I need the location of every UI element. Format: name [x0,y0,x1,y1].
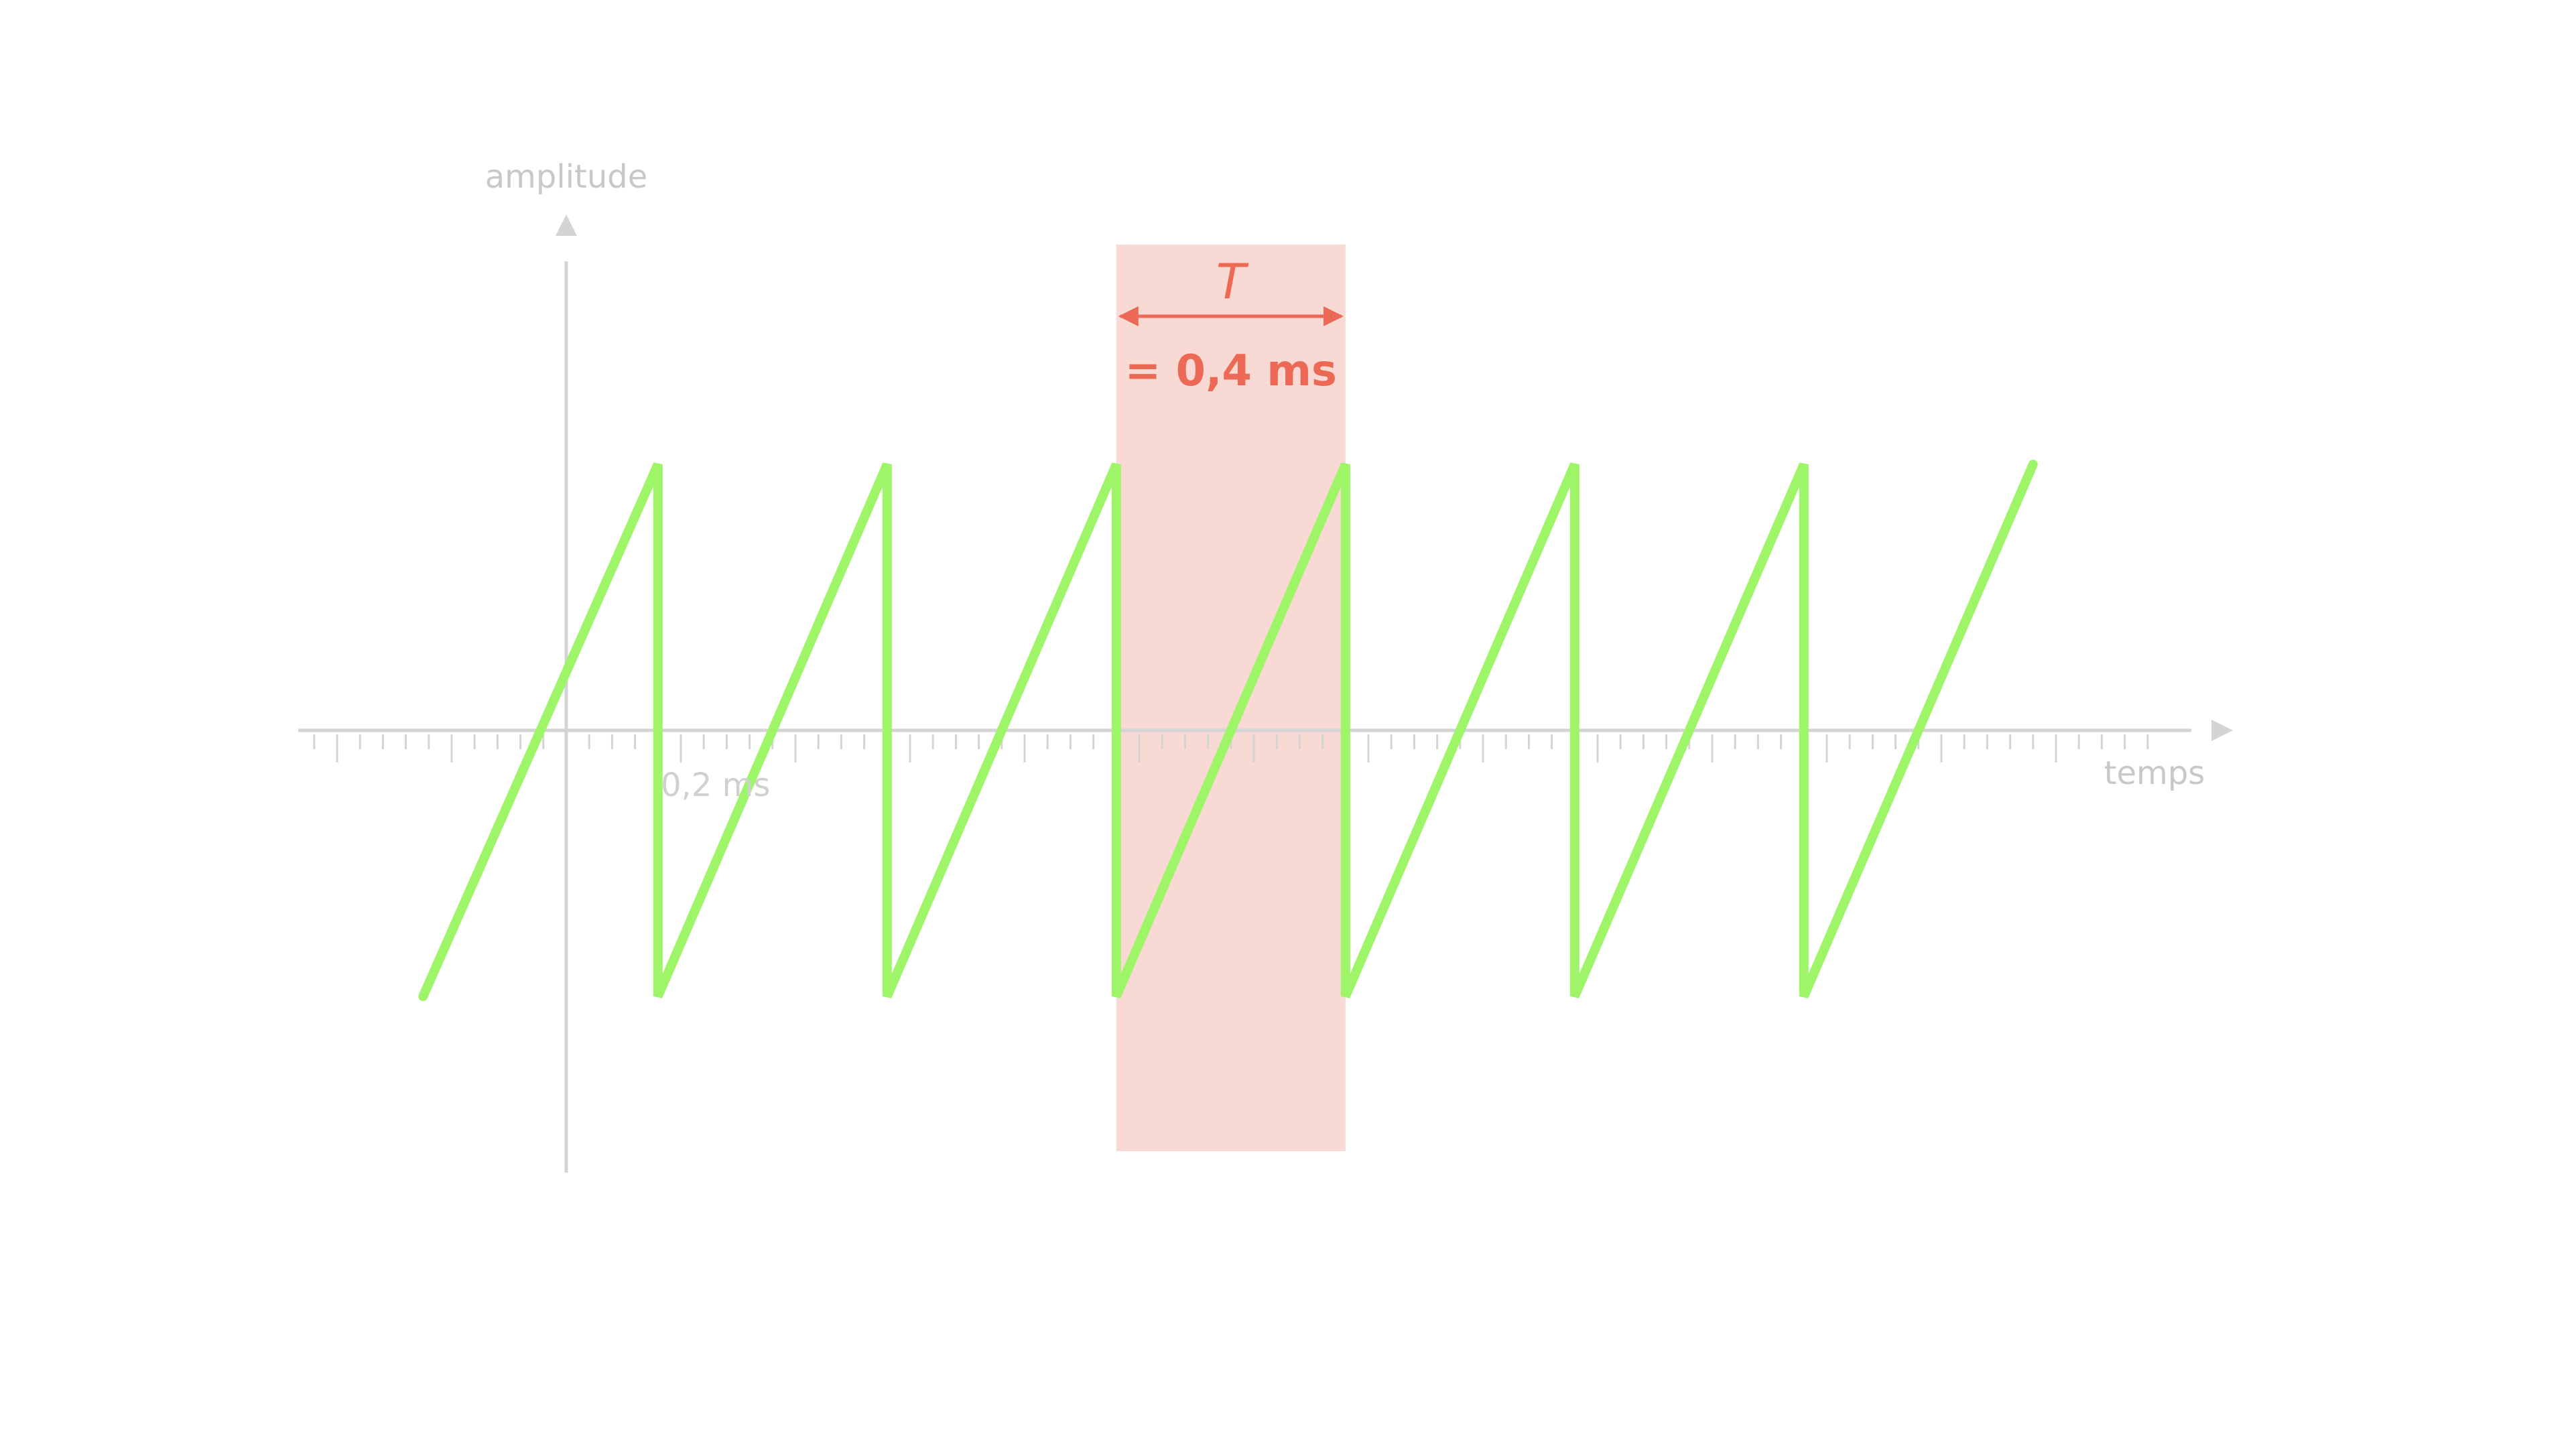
x-tick-label: 0,2 ms [661,767,770,804]
period-symbol: T [1216,253,1249,310]
x-axis-arrow-icon [2211,720,2233,741]
period-value: = 0,4 ms [1125,346,1337,396]
sawtooth-series [418,460,2038,1001]
period-annotation: T = 0,4 ms [1118,253,1344,396]
y-axis-label: amplitude [485,158,648,196]
x-axis-label: temps [2104,754,2205,792]
period-highlight [1116,245,1346,1151]
y-axis-arrow-icon [556,214,577,236]
